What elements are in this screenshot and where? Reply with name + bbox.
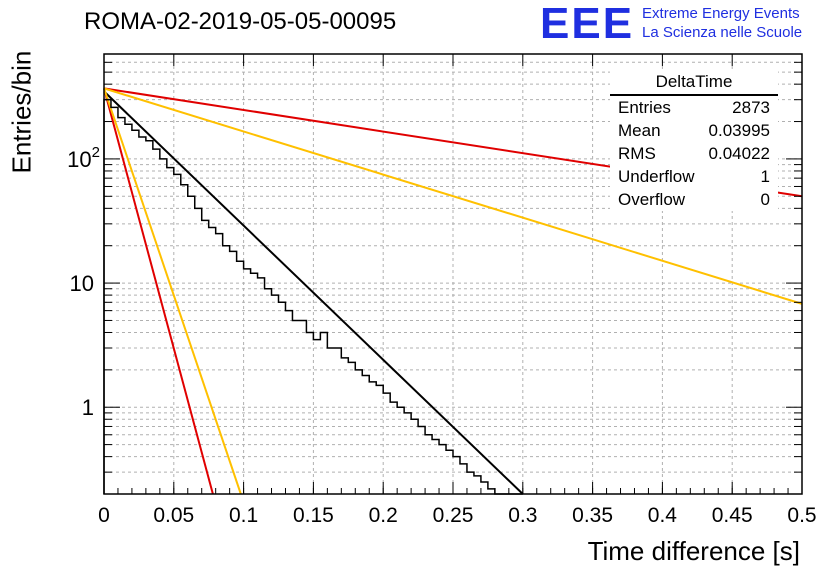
stats-label: RMS (618, 144, 656, 163)
brand-logo: EEE (540, 0, 635, 48)
brand-line1: Extreme Energy Events (642, 5, 800, 22)
x-tick-label: 0.45 (712, 504, 753, 527)
x-tick-label: 0.3 (508, 504, 537, 527)
stats-value: 1 (760, 167, 770, 186)
x-tick-label: 0.1 (229, 504, 258, 527)
y-axis-label: Entries/bin (6, 50, 37, 174)
stats-value: 0.03995 (708, 121, 770, 140)
x-tick-label: 0.35 (572, 504, 613, 527)
x-tick-label: 0 (98, 504, 110, 527)
stats-label: Mean (618, 121, 661, 140)
fit-curve (103, 88, 242, 495)
stats-row: Mean 0.03995 (610, 119, 778, 142)
stats-label: Overflow (618, 190, 686, 209)
brand: EEE Extreme Energy Events La Scienza nel… (540, 2, 802, 46)
stats-label: Entries (618, 98, 671, 117)
histogram-outline (103, 98, 523, 495)
stats-label: Underflow (618, 167, 695, 186)
stats-row: Overflow 0 (610, 188, 778, 211)
x-axis-label: Time difference [s] (587, 536, 800, 566)
stats-row: Entries 2873 (610, 96, 778, 119)
stats-row: RMS 0.04022 (610, 142, 778, 165)
stats-row: Underflow 1 (610, 165, 778, 188)
stats-value: 0.04022 (708, 144, 770, 163)
run-title: ROMA-02-2019-05-05-00095 (84, 8, 397, 35)
x-tick-label: 0.5 (787, 504, 816, 527)
stats-title: DeltaTime (610, 70, 778, 96)
y-tick-label: 102 (67, 144, 100, 172)
fit-curve (103, 88, 214, 495)
x-tick-label: 0.25 (433, 504, 474, 527)
brand-text: Extreme Energy Events La Scienza nelle S… (642, 4, 802, 42)
x-tick-label: 0.2 (369, 504, 398, 527)
fit-curve (103, 90, 524, 495)
brand-line2: La Scienza nelle Scuole (642, 24, 803, 41)
x-tick-label: 0.05 (153, 504, 194, 527)
y-tick-label: 1 (82, 395, 94, 420)
stats-value: 0 (760, 190, 770, 209)
y-tick-label: 10 (70, 271, 94, 296)
x-tick-label: 0.4 (648, 504, 678, 527)
stats-value: 2873 (732, 98, 770, 117)
x-tick-label: 0.15 (293, 504, 334, 527)
stats-box: DeltaTime Entries 2873 Mean 0.03995 RMS … (610, 70, 778, 211)
fit-curve (103, 87, 803, 305)
